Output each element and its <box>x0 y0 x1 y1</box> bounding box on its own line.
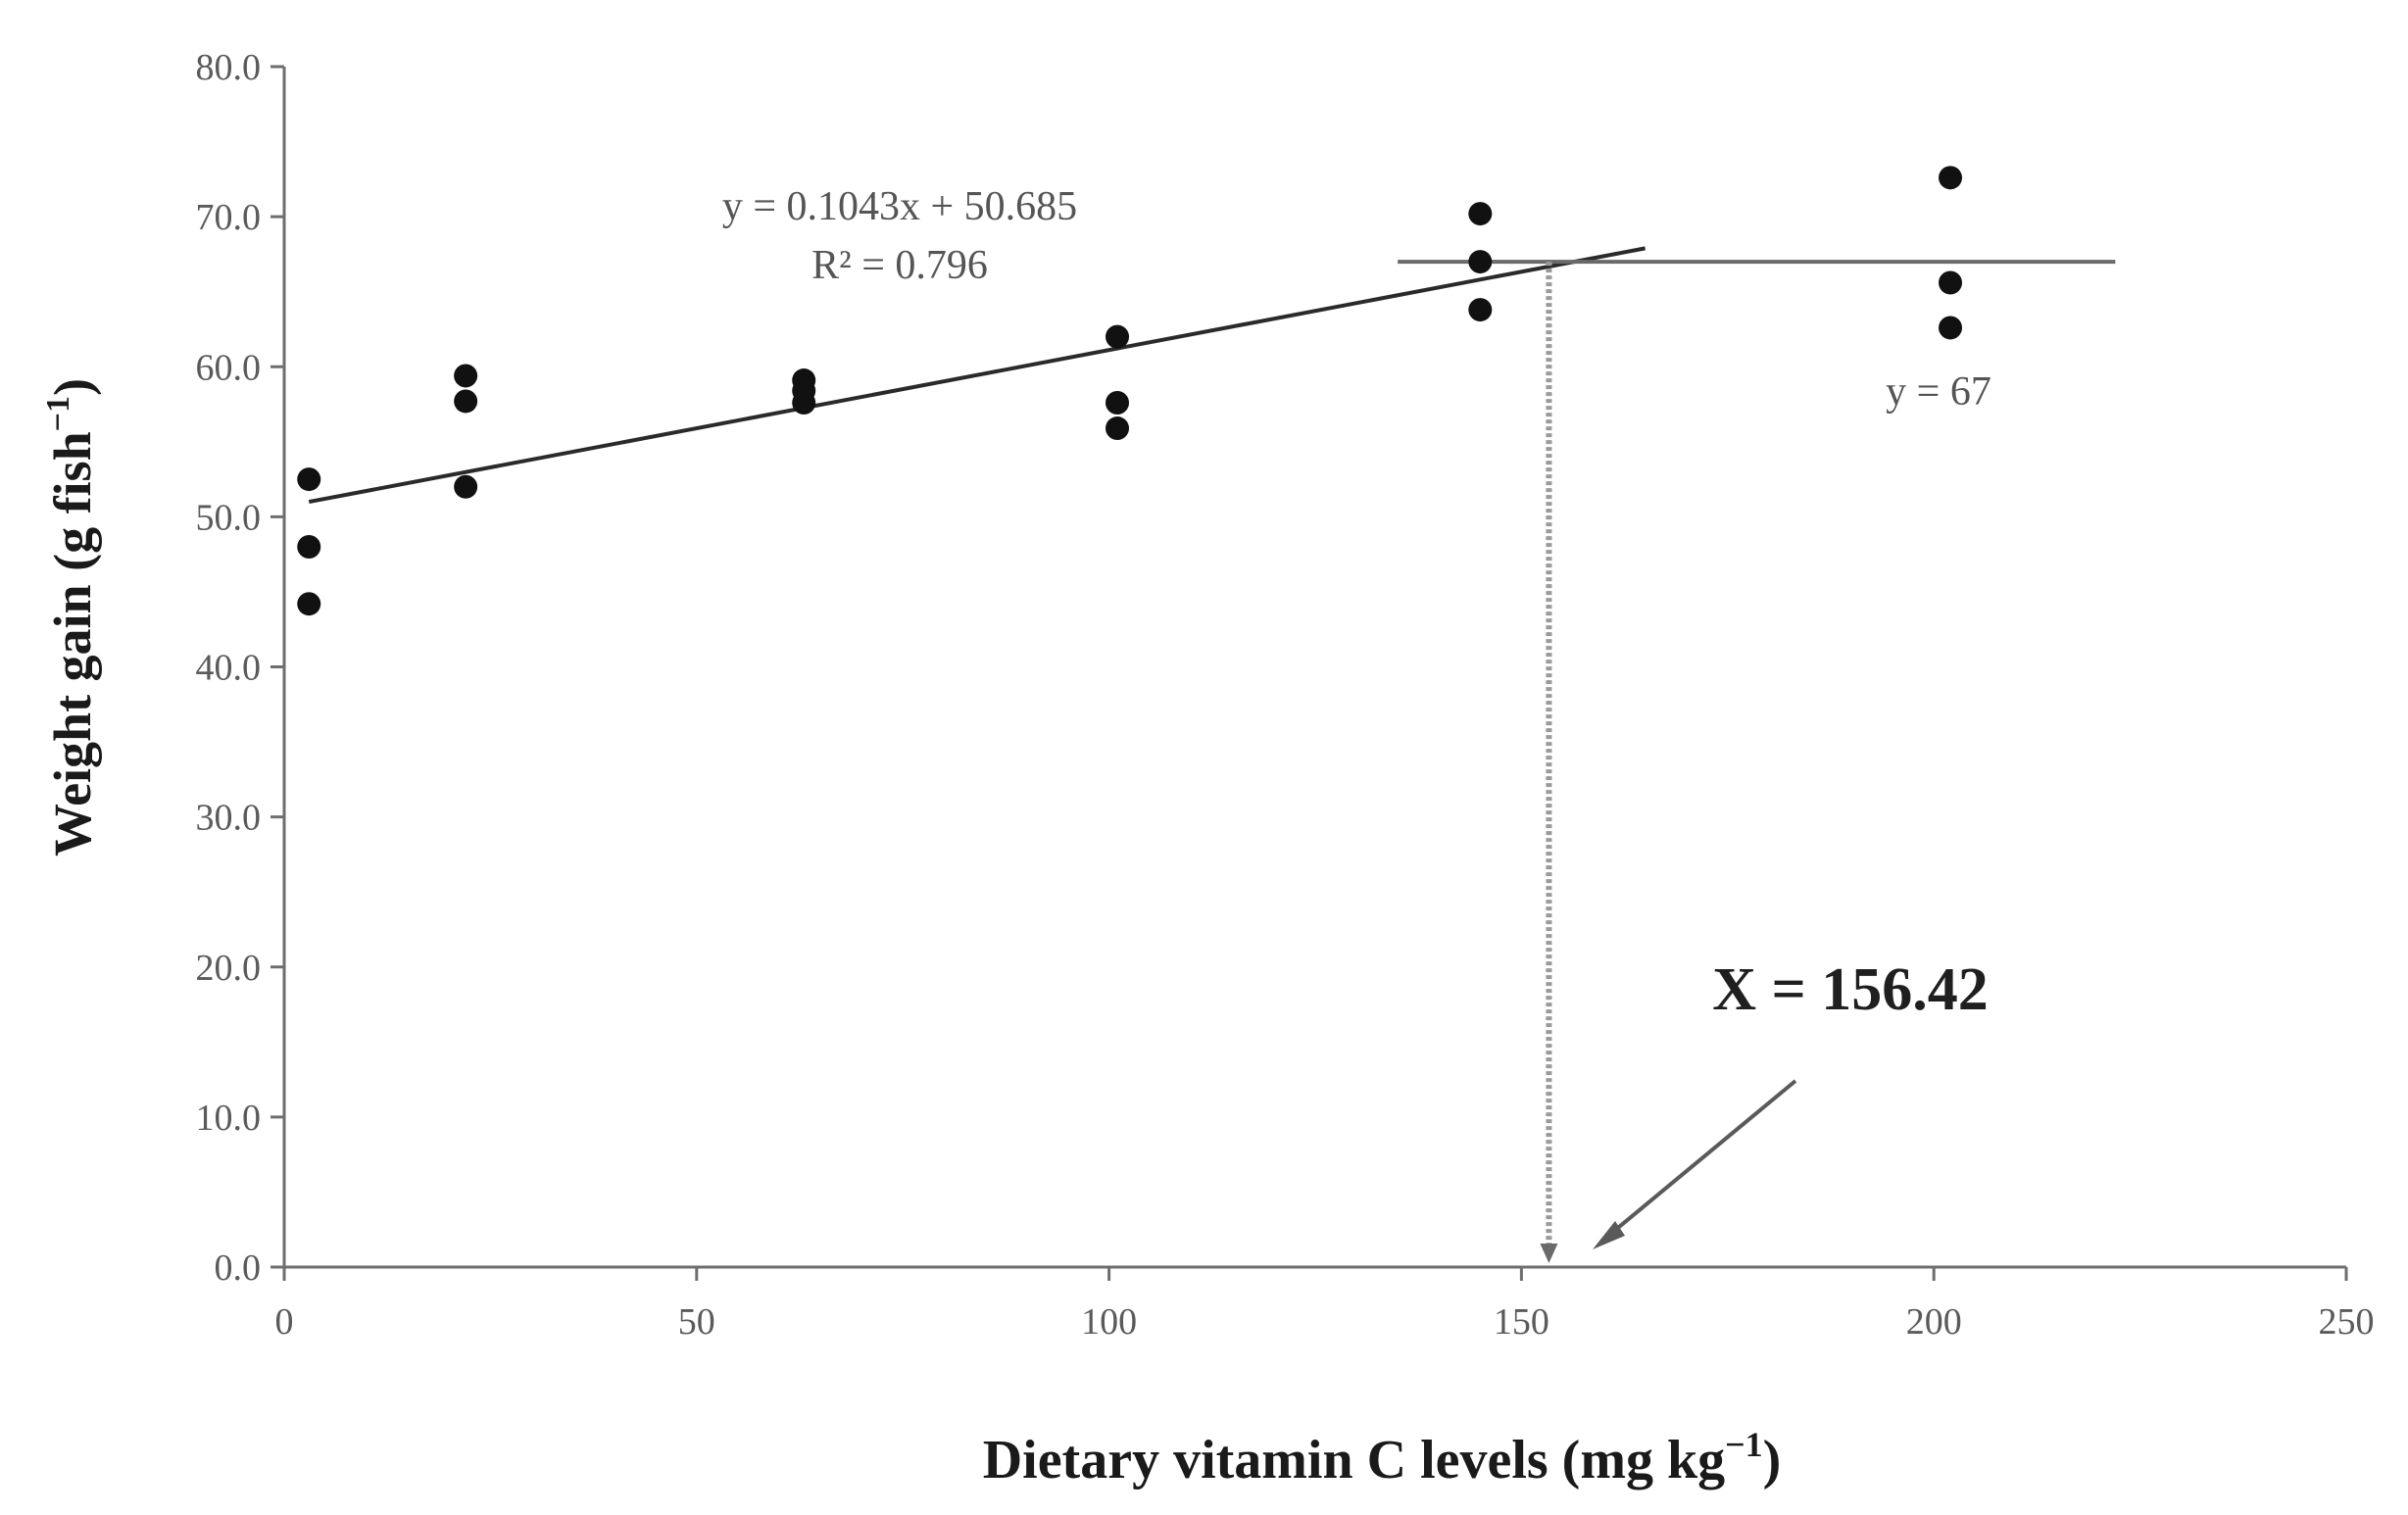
x-tick-label: 250 <box>2319 1301 2375 1343</box>
y-axis-title-superscript: −1 <box>40 396 76 431</box>
x-tick-label: 150 <box>1494 1301 1549 1343</box>
data-point <box>454 474 478 499</box>
breakpoint-label: X = 156.42 <box>1712 956 1989 1023</box>
y-axis-title-main: Weight gain (g fish <box>43 431 102 856</box>
x-tick-label: 200 <box>1906 1301 1962 1343</box>
breakpoint-callout-arrow <box>1605 1079 1797 1239</box>
y-tick-label: 60.0 <box>196 347 262 388</box>
data-point <box>1106 324 1130 349</box>
data-points <box>297 166 1963 616</box>
plateau-equation: y = 67 <box>1886 369 1991 415</box>
data-point <box>454 389 478 414</box>
data-point <box>454 364 478 388</box>
breakpoint-drop-arrowhead <box>1540 1244 1558 1263</box>
data-point <box>297 535 321 559</box>
breakpoint-callout-arrowhead <box>1593 1221 1625 1249</box>
x-axis-ticks: 0 50 100 150 200 250 <box>275 1267 2375 1343</box>
y-axis-ticks: 0.0 10.0 20.0 30.0 40.0 50.0 60.0 70.0 80.0 <box>196 47 284 1289</box>
y-tick-label: 0.0 <box>215 1247 262 1289</box>
x-tick-label: 100 <box>1081 1301 1137 1343</box>
data-point <box>1468 250 1493 274</box>
data-point <box>1106 391 1130 415</box>
y-tick-label: 80.0 <box>196 47 262 88</box>
y-tick-label: 50.0 <box>196 497 262 538</box>
y-axis-title: Weight gain (g fish−1) <box>40 378 102 856</box>
x-tick-label: 0 <box>275 1301 294 1343</box>
y-tick-label: 70.0 <box>196 197 262 238</box>
x-tick-label: 50 <box>678 1301 715 1343</box>
regression-equation: y = 0.1043x + 50.685 <box>722 184 1077 229</box>
data-point <box>1468 298 1493 322</box>
data-point <box>1468 202 1493 226</box>
x-axis-title: Dietary vitamin C levels (mg kg−1) <box>983 1425 1782 1491</box>
data-point <box>297 467 321 492</box>
r-squared-label: R² = 0.796 <box>811 243 988 288</box>
data-point <box>1939 316 1963 340</box>
data-point <box>792 391 816 415</box>
y-tick-label: 40.0 <box>196 648 262 689</box>
regression-line <box>308 246 1646 505</box>
y-tick-label: 30.0 <box>196 798 262 839</box>
data-point <box>1939 270 1963 295</box>
y-tick-label: 10.0 <box>196 1098 262 1139</box>
data-point <box>297 592 321 616</box>
y-axis-title-end: ) <box>43 378 102 396</box>
data-point <box>1106 416 1130 441</box>
x-axis-title-superscript: −1 <box>1725 1425 1763 1464</box>
data-point <box>1939 166 1963 190</box>
y-tick-label: 20.0 <box>196 948 262 989</box>
x-axis-title-main: Dietary vitamin C levels (mg kg <box>983 1430 1725 1491</box>
x-axis-title-end: ) <box>1763 1430 1782 1491</box>
